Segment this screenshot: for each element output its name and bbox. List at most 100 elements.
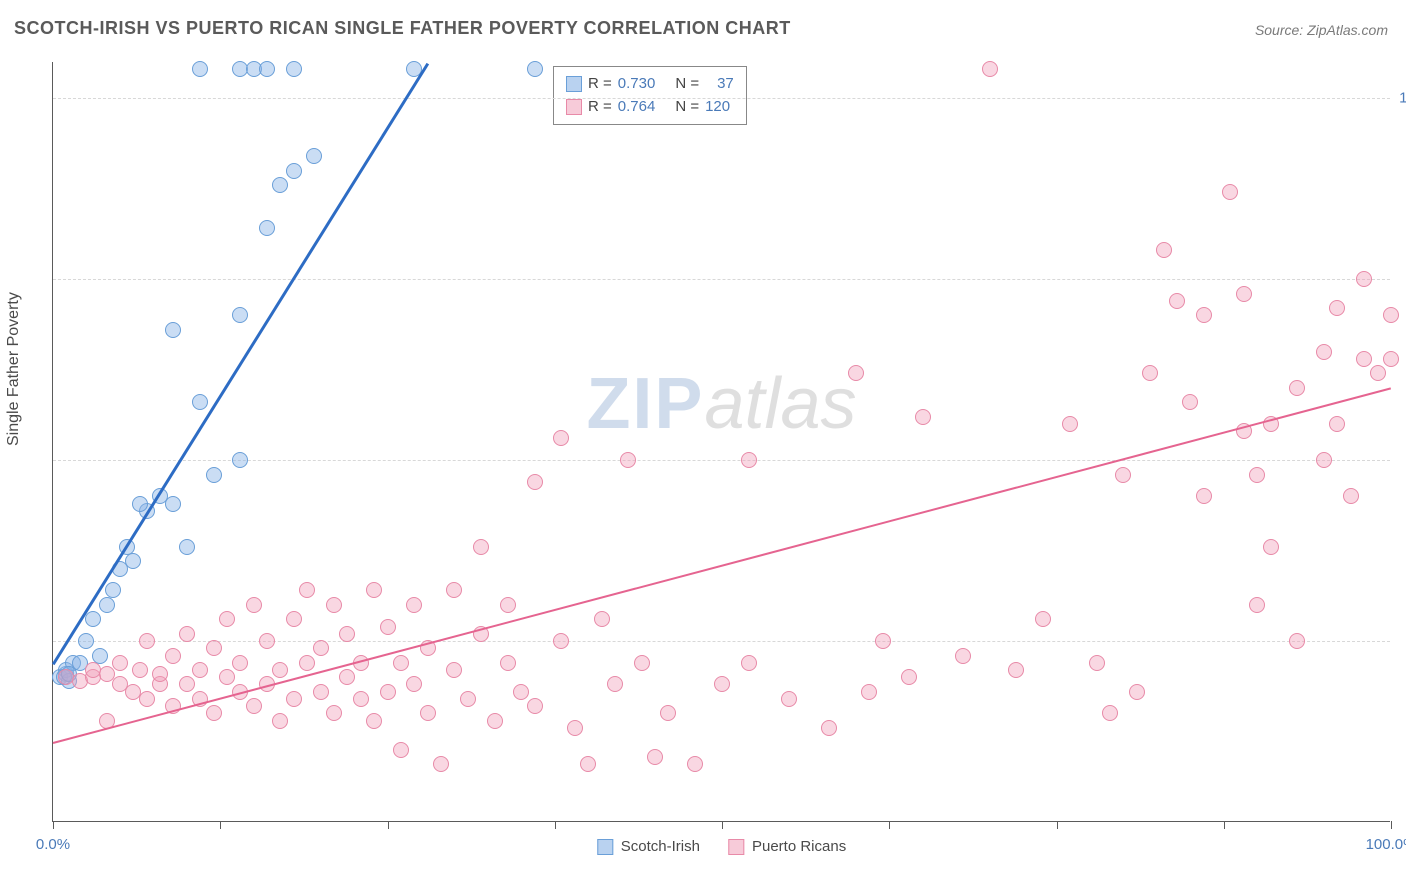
data-point [1062,416,1078,432]
gridline-h [53,98,1390,99]
y-tick-label: 100.0% [1399,90,1406,107]
data-point [500,597,516,613]
data-point [165,496,181,512]
x-tick [1057,821,1058,829]
x-tick [388,821,389,829]
legend-bottom-label-2: Puerto Ricans [752,838,846,855]
data-point [1142,365,1158,381]
plot-area: ZIPatlas R = 0.730 N = 37 R = 0.764 N = … [52,62,1390,822]
data-point [1182,394,1198,410]
data-point [1249,467,1265,483]
data-point [660,705,676,721]
data-point [1343,488,1359,504]
data-point [286,691,302,707]
data-point [433,756,449,772]
data-point [206,640,222,656]
data-point [1356,271,1372,287]
data-point [1370,365,1386,381]
data-point [781,691,797,707]
x-tick [555,821,556,829]
data-point [1115,467,1131,483]
data-point [286,61,302,77]
data-point [687,756,703,772]
data-point [553,430,569,446]
data-point [272,713,288,729]
data-point [1289,380,1305,396]
chart-title: SCOTCH-IRISH VS PUERTO RICAN SINGLE FATH… [14,18,791,39]
chart-container: SCOTCH-IRISH VS PUERTO RICAN SINGLE FATH… [0,0,1406,892]
data-point [406,676,422,692]
data-point [714,676,730,692]
x-tick [889,821,890,829]
data-point [1316,452,1332,468]
legend-n-label-1: N = [675,73,699,96]
data-point [513,684,529,700]
data-point [232,655,248,671]
data-point [299,582,315,598]
data-point [1222,184,1238,200]
legend-bottom-swatch-1 [597,839,613,855]
legend-swatch-2 [566,99,582,115]
data-point [1383,307,1399,323]
data-point [286,611,302,627]
data-point [607,676,623,692]
data-point [179,676,195,692]
legend-bottom-label-1: Scotch-Irish [621,838,700,855]
data-point [259,633,275,649]
data-point [206,467,222,483]
data-point [1383,351,1399,367]
watermark-zip: ZIP [586,364,704,444]
data-point [326,705,342,721]
data-point [139,633,155,649]
legend-swatch-1 [566,76,582,92]
data-point [259,220,275,236]
x-tick-label: 0.0% [36,836,70,853]
data-point [393,742,409,758]
data-point [955,648,971,664]
x-tick [1224,821,1225,829]
data-point [821,720,837,736]
data-point [1196,307,1212,323]
legend-r-value-1: 0.730 [618,73,656,96]
legend-r-label-1: R = [588,73,612,96]
data-point [85,611,101,627]
data-point [406,597,422,613]
data-point [366,582,382,598]
data-point [487,713,503,729]
data-point [901,669,917,685]
data-point [380,619,396,635]
data-point [259,61,275,77]
data-point [366,713,382,729]
data-point [165,648,181,664]
data-point [286,163,302,179]
data-point [1089,655,1105,671]
data-point [152,666,168,682]
legend-bottom-swatch-2 [728,839,744,855]
y-axis-title: Single Father Poverty [5,292,23,446]
data-point [741,655,757,671]
data-point [339,626,355,642]
data-point [313,684,329,700]
data-point [647,749,663,765]
data-point [192,61,208,77]
data-point [1263,539,1279,555]
data-point [1329,300,1345,316]
data-point [232,452,248,468]
data-point [1356,351,1372,367]
data-point [460,691,476,707]
data-point [620,452,636,468]
data-point [219,669,235,685]
gridline-h [53,641,1390,642]
data-point [741,452,757,468]
data-point [634,655,650,671]
data-point [1249,597,1265,613]
data-point [179,626,195,642]
data-point [272,662,288,678]
data-point [1236,286,1252,302]
data-point [861,684,877,700]
data-point [232,307,248,323]
data-point [446,582,462,598]
data-point [500,655,516,671]
source-label: Source: ZipAtlas.com [1255,22,1388,38]
data-point [299,655,315,671]
